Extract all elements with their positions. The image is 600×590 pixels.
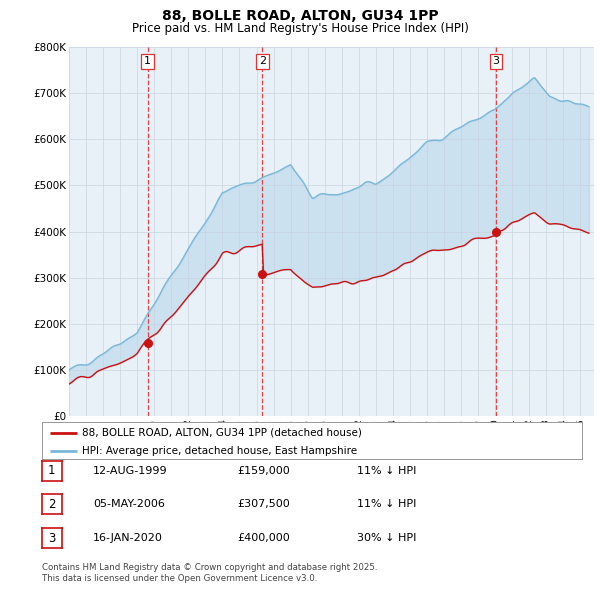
Text: Contains HM Land Registry data © Crown copyright and database right 2025.: Contains HM Land Registry data © Crown c…	[42, 563, 377, 572]
Text: 1: 1	[48, 464, 56, 477]
Text: 3: 3	[493, 57, 499, 67]
Text: 05-MAY-2006: 05-MAY-2006	[93, 500, 165, 509]
Text: This data is licensed under the Open Government Licence v3.0.: This data is licensed under the Open Gov…	[42, 573, 317, 583]
Text: 2: 2	[259, 57, 266, 67]
Text: £400,000: £400,000	[237, 533, 290, 543]
Text: 30% ↓ HPI: 30% ↓ HPI	[357, 533, 416, 543]
Text: HPI: Average price, detached house, East Hampshire: HPI: Average price, detached house, East…	[83, 446, 358, 456]
Text: 1: 1	[144, 57, 151, 67]
Text: 16-JAN-2020: 16-JAN-2020	[93, 533, 163, 543]
Text: 88, BOLLE ROAD, ALTON, GU34 1PP (detached house): 88, BOLLE ROAD, ALTON, GU34 1PP (detache…	[83, 428, 362, 438]
Text: 12-AUG-1999: 12-AUG-1999	[93, 466, 167, 476]
Text: 2: 2	[48, 498, 56, 511]
Text: Price paid vs. HM Land Registry's House Price Index (HPI): Price paid vs. HM Land Registry's House …	[131, 22, 469, 35]
Text: £159,000: £159,000	[237, 466, 290, 476]
Text: 11% ↓ HPI: 11% ↓ HPI	[357, 500, 416, 509]
Text: 3: 3	[48, 532, 56, 545]
Text: 88, BOLLE ROAD, ALTON, GU34 1PP: 88, BOLLE ROAD, ALTON, GU34 1PP	[161, 9, 439, 23]
Text: £307,500: £307,500	[237, 500, 290, 509]
Text: 11% ↓ HPI: 11% ↓ HPI	[357, 466, 416, 476]
